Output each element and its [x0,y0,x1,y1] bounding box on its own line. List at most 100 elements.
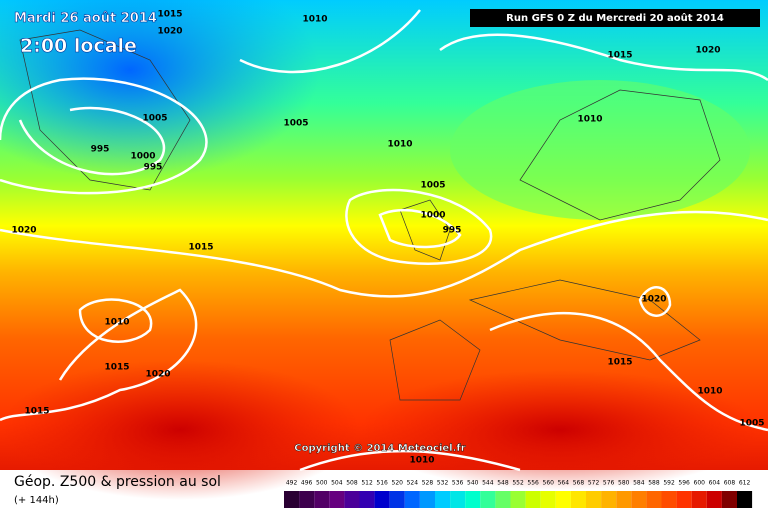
scale-label: 528 [422,480,434,487]
isobar-label: 1020 [157,27,182,37]
scale-label: 516 [376,480,388,487]
isobar [0,77,208,195]
scale-label: 592 [663,480,675,487]
scale-label: 544 [482,480,494,487]
low-zone [0,0,320,180]
scale-label: 520 [392,480,404,487]
scale-swatch [374,491,390,508]
scale-swatch [404,491,420,508]
footer-lead: (+ 144h) [14,495,59,506]
isobar-label: 1020 [695,46,720,56]
scale-label: 572 [588,480,600,487]
scale-label: 596 [678,480,690,487]
scale-swatch [480,491,496,508]
scale-label: 608 [724,480,736,487]
scale-label: 580 [618,480,630,487]
isobar [489,311,768,432]
isobar [18,106,166,176]
scale-label: 604 [709,480,721,487]
isobar [638,286,672,317]
isobar [78,298,153,343]
isobar-label: 1020 [145,370,170,380]
isobar-label: 1005 [283,119,308,129]
scale-label: 560 [543,480,555,487]
footer-title: Géop. Z500 & pression au sol [14,474,221,490]
scale-swatch [435,491,451,508]
scale-swatch [359,491,375,508]
scale-label: 548 [497,480,509,487]
scale-swatch [314,491,330,508]
scale-label: 492 [286,480,298,487]
scale-label: 612 [739,480,751,487]
scale-swatch [299,491,315,508]
isobar-label: 995 [144,163,163,173]
isobar-label: 1000 [130,152,155,162]
scale-swatch [419,491,435,508]
isobar-label: 1010 [387,140,412,150]
isobar-label: 1005 [739,419,764,429]
scale-label: 576 [603,480,615,487]
scale-label: 508 [346,480,358,487]
scale-swatch [540,491,556,508]
zone [450,80,750,220]
scale-label: 564 [558,480,570,487]
scale-label: 540 [467,480,479,487]
color-scale: 492 496 500 504 508 512 516 520 524 528 532 536 540 5… [284,480,753,508]
isobar-label: 1015 [607,358,632,368]
scale-label: 496 [301,480,313,487]
scale-swatch [646,491,662,508]
scale-label: 584 [633,480,645,487]
scale-swatch [631,491,647,508]
isobar-label: 1015 [24,407,49,417]
isobar [345,188,493,265]
scale-swatch [284,491,300,508]
scale-swatch [676,491,692,508]
scale-swatch [691,491,707,508]
scale-label: 600 [694,480,706,487]
scale-label: 512 [361,480,373,487]
scale-swatch [721,491,737,508]
isobar-label: 1015 [188,243,213,253]
scale-swatch [570,491,586,508]
coast [19,29,191,191]
scale-swatch [555,491,571,508]
scale-label: 500 [316,480,328,487]
hot-zone [0,360,360,500]
isobar-label: 1010 [697,387,722,397]
isobar-label: 1015 [104,363,129,373]
scale-label: 568 [573,480,585,487]
scale-swatch [450,491,466,508]
isobar-label: 1000 [420,211,445,221]
copyright: Copyright © 2014 Meteociel.fr [294,443,465,454]
scale-swatch [495,491,511,508]
isobar [239,9,421,74]
local-time: 2:00 locale [20,35,137,57]
scale-label: 504 [331,480,343,487]
isobar-label: 995 [443,226,462,236]
isobar-label: 1015 [157,10,182,20]
isobar-label: 1005 [142,114,167,124]
scale-label: 552 [512,480,524,487]
isobar [299,449,521,472]
isobar-label: 1020 [11,226,36,236]
run-info: Run GFS 0 Z du Mercredi 20 août 2014 [506,12,724,24]
scale-swatch [465,491,481,508]
scale-swatch [706,491,722,508]
scale-swatch [510,491,526,508]
isobar [378,208,462,249]
isobar-label: 1010 [409,456,434,466]
scale-swatch [329,491,345,508]
run-box [470,9,760,27]
scale-label: 536 [452,480,464,487]
scale-label: 532 [437,480,449,487]
scale-swatch [344,491,360,508]
isobar-label: 1020 [641,295,666,305]
isobar-label: 1010 [302,15,327,25]
isobar [439,33,768,82]
isobar-label: 995 [91,145,110,155]
isobar-label: 1010 [104,318,129,328]
scale-label: 524 [407,480,419,487]
